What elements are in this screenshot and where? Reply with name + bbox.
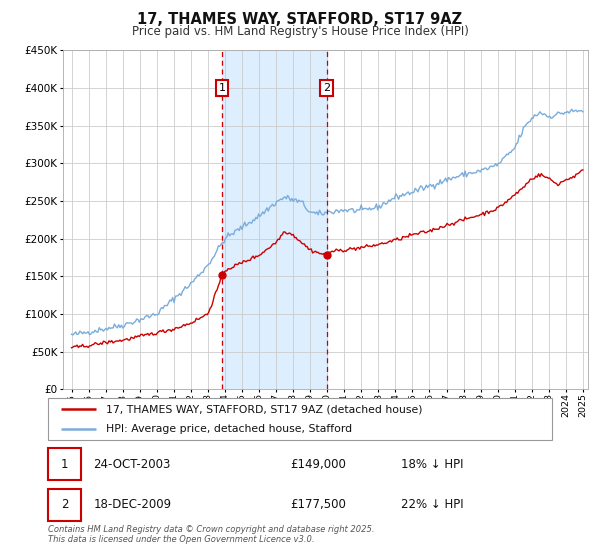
- Text: 18% ↓ HPI: 18% ↓ HPI: [401, 458, 463, 470]
- Text: Contains HM Land Registry data © Crown copyright and database right 2025.: Contains HM Land Registry data © Crown c…: [48, 525, 374, 534]
- Text: Price paid vs. HM Land Registry's House Price Index (HPI): Price paid vs. HM Land Registry's House …: [131, 25, 469, 38]
- Text: 17, THAMES WAY, STAFFORD, ST17 9AZ (detached house): 17, THAMES WAY, STAFFORD, ST17 9AZ (deta…: [106, 404, 422, 414]
- FancyBboxPatch shape: [48, 448, 81, 480]
- Text: £177,500: £177,500: [290, 498, 346, 511]
- Text: This data is licensed under the Open Government Licence v3.0.: This data is licensed under the Open Gov…: [48, 535, 314, 544]
- Text: HPI: Average price, detached house, Stafford: HPI: Average price, detached house, Staf…: [106, 424, 352, 434]
- Text: £149,000: £149,000: [290, 458, 346, 470]
- Bar: [222, 50, 326, 389]
- FancyBboxPatch shape: [48, 489, 81, 521]
- Text: 18-DEC-2009: 18-DEC-2009: [94, 498, 172, 511]
- Text: 2: 2: [61, 498, 68, 511]
- Text: 2: 2: [323, 83, 330, 93]
- Text: 1: 1: [218, 83, 226, 93]
- Text: 1: 1: [61, 458, 68, 470]
- Text: 24-OCT-2003: 24-OCT-2003: [94, 458, 171, 470]
- Text: 17, THAMES WAY, STAFFORD, ST17 9AZ: 17, THAMES WAY, STAFFORD, ST17 9AZ: [137, 12, 463, 27]
- Text: 22% ↓ HPI: 22% ↓ HPI: [401, 498, 463, 511]
- FancyBboxPatch shape: [48, 398, 552, 440]
